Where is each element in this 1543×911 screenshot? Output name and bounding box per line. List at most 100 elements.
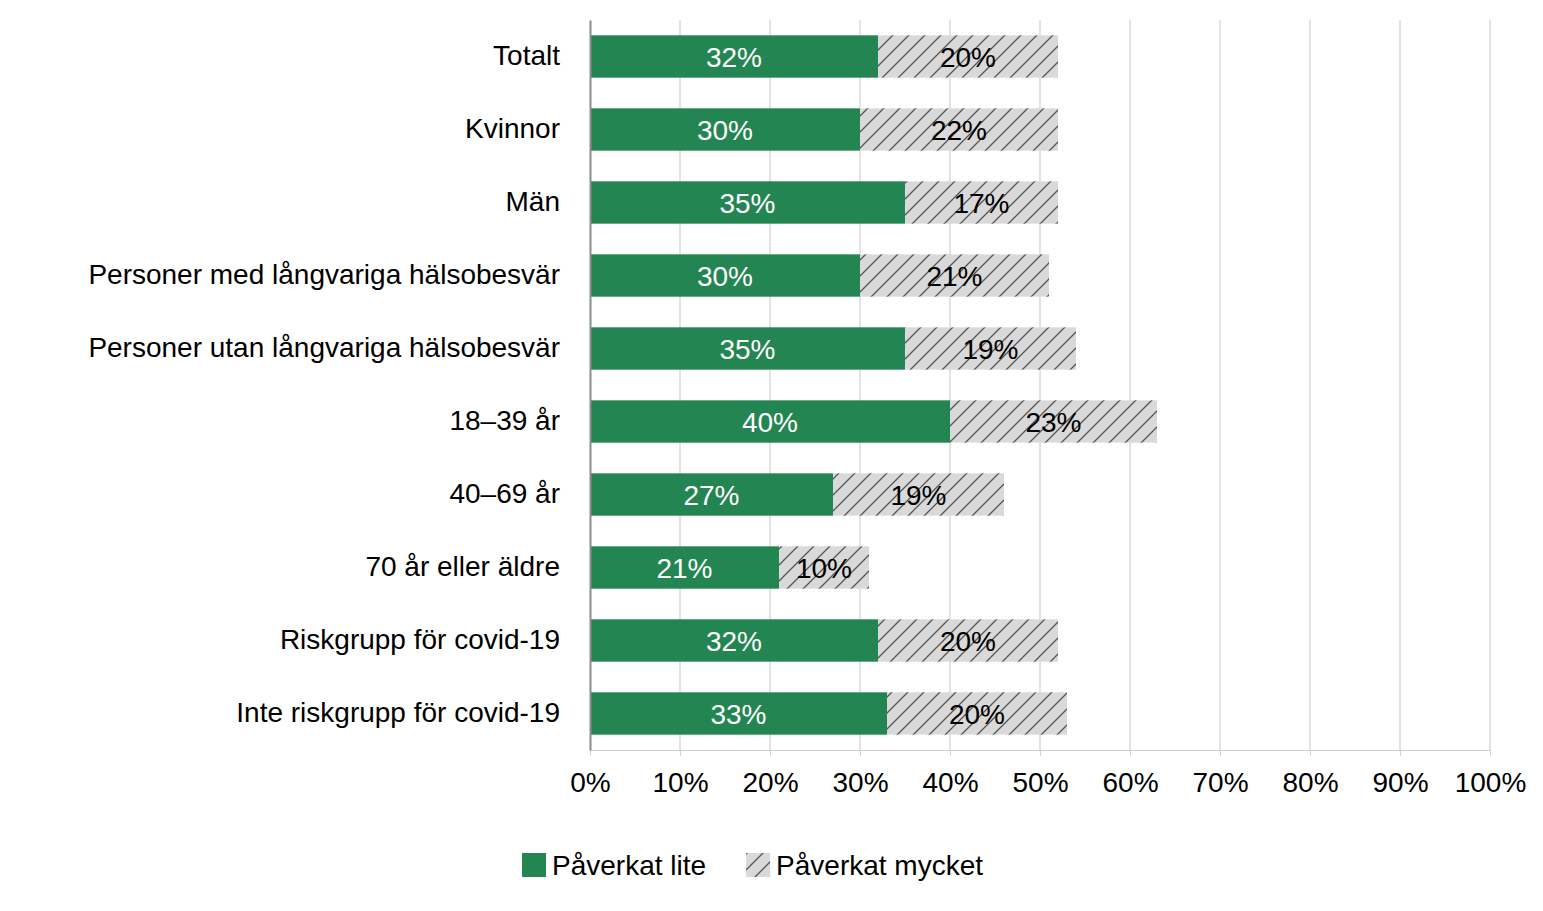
bar <box>590 181 905 223</box>
tick-label: 30% <box>832 767 888 798</box>
bar <box>590 473 833 515</box>
tick-label: 40% <box>922 767 978 798</box>
data-labels: 32% 30% 35% 30% 35% 40% 27% 21% 32% 33% 20% 22% 17% 2… <box>656 42 1081 730</box>
legend-item: Påverkat mycket <box>746 850 983 881</box>
data-label: 17% <box>953 188 1009 219</box>
bar <box>878 619 1058 661</box>
bar <box>905 181 1058 223</box>
bar <box>590 35 878 77</box>
tick-mark <box>950 750 951 756</box>
bar <box>590 692 887 734</box>
tick-mark <box>1490 750 1491 756</box>
tick-label: 60% <box>1102 767 1158 798</box>
x-axis: 0% 10% 20% 30% 40% 50% 60% 70% 80% 90% 100% <box>570 750 1526 798</box>
data-label: 20% <box>949 699 1005 730</box>
tick-label: Personer med långvariga hälsobesvär <box>88 259 560 290</box>
tick-mark <box>770 750 771 756</box>
tick: Kvinnor <box>465 113 590 144</box>
tick-label: Män <box>506 186 560 217</box>
bar <box>950 400 1157 442</box>
tick: 40–69 år <box>449 478 590 509</box>
axis-line <box>591 751 1491 757</box>
grid-line <box>1489 20 1490 750</box>
tick: 18–39 år <box>449 405 590 436</box>
legend-swatch <box>746 853 770 877</box>
data-label: 21% <box>656 553 712 584</box>
data-label: 32% <box>706 42 762 73</box>
tick-label: 70% <box>1192 767 1248 798</box>
y-axis: Totalt Kvinnor Män Personer med långvariga … <box>88 21 590 751</box>
bar <box>860 108 1058 150</box>
data-label: 40% <box>742 407 798 438</box>
tick: 30% <box>832 750 888 798</box>
tick: Riskgrupp för covid-19 <box>280 624 590 655</box>
tick-label: Kvinnor <box>465 113 560 144</box>
bars <box>590 35 1157 734</box>
data-label: 10% <box>796 553 852 584</box>
bar <box>590 254 860 296</box>
data-label: 27% <box>683 480 739 511</box>
data-label: 22% <box>931 115 987 146</box>
data-label: 20% <box>940 626 996 657</box>
grid-line <box>1309 20 1310 750</box>
tick-label: Personer utan långvariga hälsobesvär <box>88 332 560 363</box>
tick: 70% <box>1192 750 1248 798</box>
tick-label: 50% <box>1012 767 1068 798</box>
data-label: 32% <box>706 626 762 657</box>
grid-line <box>1399 20 1400 750</box>
tick-label: Inte riskgrupp för covid-19 <box>236 697 560 728</box>
tick: 60% <box>1102 750 1158 798</box>
legend-label: Påverkat mycket <box>776 850 983 881</box>
tick: 20% <box>742 750 798 798</box>
legend-swatch <box>522 853 546 877</box>
tick: 50% <box>1012 750 1068 798</box>
bar <box>833 473 1004 515</box>
tick: 10% <box>652 750 708 798</box>
tick: Totalt <box>493 40 590 71</box>
tick: 0% <box>570 750 610 798</box>
data-label: 35% <box>719 188 775 219</box>
tick-mark <box>1130 750 1131 756</box>
data-label: 30% <box>697 261 753 292</box>
axis-line <box>590 21 592 751</box>
tick-mark <box>1400 750 1401 756</box>
tick-label: 18–39 år <box>449 405 560 436</box>
tick: Personer utan långvariga hälsobesvär <box>88 332 590 363</box>
tick: Inte riskgrupp för covid-19 <box>236 697 590 728</box>
legend-label: Påverkat lite <box>552 850 706 881</box>
data-label: 19% <box>962 334 1018 365</box>
data-label: 20% <box>940 42 996 73</box>
bar <box>860 254 1049 296</box>
tick-label: 90% <box>1372 767 1428 798</box>
data-label: 19% <box>890 480 946 511</box>
bar <box>887 692 1067 734</box>
grid-line <box>1129 20 1130 750</box>
tick: 70 år eller äldre <box>365 551 590 582</box>
tick-label: 10% <box>652 767 708 798</box>
tick-label: 70 år eller äldre <box>365 551 560 582</box>
grid-line <box>1219 20 1220 750</box>
bar <box>590 400 950 442</box>
legend: Påverkat lite Påverkat mycket <box>522 850 983 881</box>
legend-item: Påverkat lite <box>522 850 706 881</box>
tick: 80% <box>1282 750 1338 798</box>
bar <box>905 327 1076 369</box>
tick: 40% <box>922 750 978 798</box>
bar <box>590 108 860 150</box>
tick-label: 80% <box>1282 767 1338 798</box>
tick-label: 100% <box>1455 767 1527 798</box>
bar <box>590 546 779 588</box>
data-label: 33% <box>710 699 766 730</box>
tick-label: 40–69 år <box>449 478 560 509</box>
tick-mark <box>680 750 681 756</box>
tick: Personer med långvariga hälsobesvär <box>88 259 590 290</box>
data-label: 35% <box>719 334 775 365</box>
tick-label: Totalt <box>493 40 560 71</box>
tick-mark <box>590 750 591 756</box>
tick-label: 20% <box>742 767 798 798</box>
tick-mark <box>1040 750 1041 756</box>
tick: Män <box>506 186 590 217</box>
data-label: 30% <box>697 115 753 146</box>
bar <box>590 619 878 661</box>
tick-label: Riskgrupp för covid-19 <box>280 624 560 655</box>
